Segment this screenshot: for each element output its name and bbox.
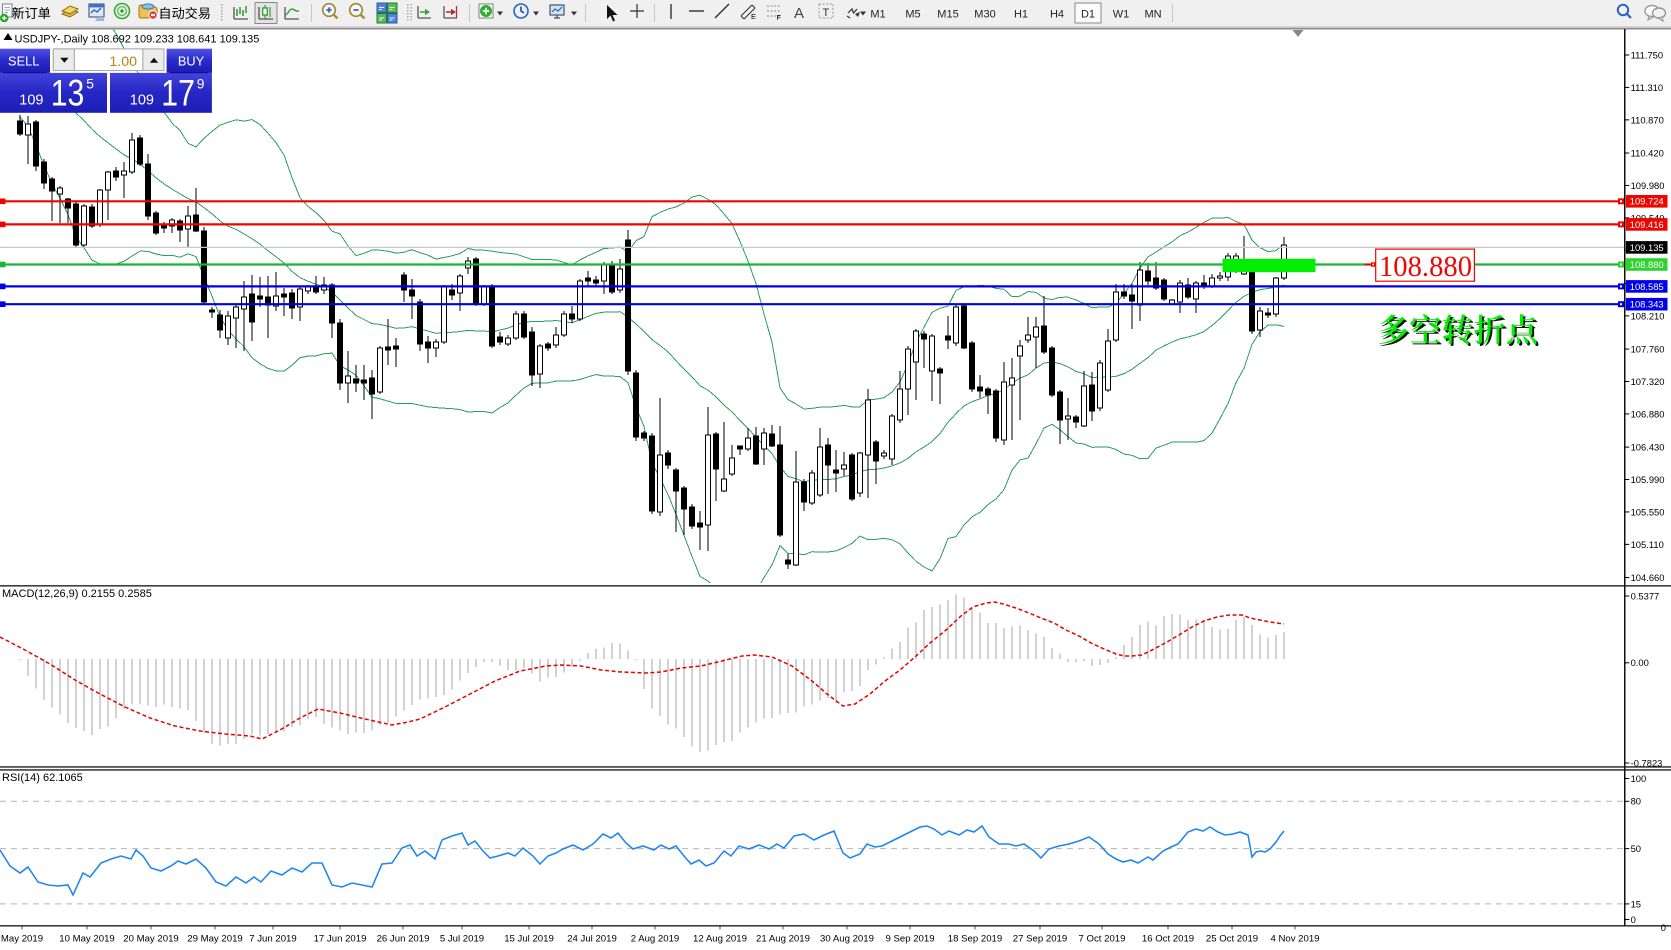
- svg-text:M15: M15: [937, 9, 958, 21]
- svg-text:18 Sep 2019: 18 Sep 2019: [948, 934, 1002, 945]
- svg-text:M30: M30: [974, 9, 995, 21]
- svg-text:21 Aug 2019: 21 Aug 2019: [756, 934, 810, 945]
- svg-text:F: F: [777, 13, 782, 22]
- svg-text:D1: D1: [1081, 9, 1095, 21]
- svg-text:17: 17: [161, 72, 195, 114]
- svg-text:5: 5: [86, 77, 94, 92]
- svg-text:108.880: 108.880: [1630, 259, 1664, 270]
- svg-text:17 Jun 2019: 17 Jun 2019: [314, 934, 367, 945]
- svg-text:111.310: 111.310: [1631, 82, 1664, 93]
- svg-text:109: 109: [130, 92, 154, 108]
- svg-text:24 Jul 2019: 24 Jul 2019: [567, 934, 617, 945]
- svg-text:9: 9: [197, 77, 205, 92]
- svg-text:MACD(12,26,9) 0.2155 0.2585: MACD(12,26,9) 0.2155 0.2585: [2, 588, 152, 600]
- svg-text:107.760: 107.760: [1631, 343, 1665, 354]
- svg-text:H4: H4: [1050, 9, 1064, 21]
- svg-text:H1: H1: [1014, 9, 1028, 21]
- svg-text:20 May 2019: 20 May 2019: [123, 934, 178, 945]
- svg-text:10 May 2019: 10 May 2019: [59, 934, 114, 945]
- svg-text:110.870: 110.870: [1631, 114, 1664, 125]
- svg-text:15: 15: [1631, 898, 1641, 909]
- svg-text:W1: W1: [1113, 9, 1130, 21]
- svg-text:RSI(14) 62.1065: RSI(14) 62.1065: [2, 772, 83, 784]
- svg-text:30 Aug 2019: 30 Aug 2019: [820, 934, 874, 945]
- svg-text:110.420: 110.420: [1631, 147, 1664, 158]
- svg-text:5 Jul 2019: 5 Jul 2019: [440, 934, 484, 945]
- svg-text:109: 109: [19, 92, 43, 108]
- svg-text:105.550: 105.550: [1631, 506, 1665, 517]
- svg-text:SELL: SELL: [8, 54, 39, 69]
- svg-text:9 Sep 2019: 9 Sep 2019: [885, 934, 934, 945]
- svg-text:105.110: 105.110: [1631, 539, 1664, 550]
- svg-text:108.880: 108.880: [1379, 250, 1472, 283]
- svg-text:0: 0: [1631, 914, 1636, 925]
- svg-text:16 Oct 2019: 16 Oct 2019: [1142, 934, 1194, 945]
- svg-text:109.416: 109.416: [1630, 219, 1664, 230]
- svg-text:7 Jun 2019: 7 Jun 2019: [249, 934, 296, 945]
- svg-text:80: 80: [1631, 796, 1641, 807]
- svg-text:27 Sep 2019: 27 Sep 2019: [1013, 934, 1067, 945]
- svg-text:29 May 2019: 29 May 2019: [187, 934, 242, 945]
- svg-text:13: 13: [51, 72, 85, 114]
- svg-text:T: T: [823, 7, 830, 19]
- svg-text:E: E: [751, 12, 756, 21]
- svg-text:0.5377: 0.5377: [1631, 590, 1660, 601]
- svg-text:4 Nov 2019: 4 Nov 2019: [1270, 934, 1319, 945]
- svg-text:A: A: [794, 5, 804, 22]
- svg-text:25 Oct 2019: 25 Oct 2019: [1206, 934, 1258, 945]
- svg-text:15 Jul 2019: 15 Jul 2019: [504, 934, 554, 945]
- svg-text:M1: M1: [870, 9, 885, 21]
- svg-text:109.540: 109.540: [1631, 212, 1665, 223]
- svg-text:105.990: 105.990: [1631, 474, 1665, 485]
- svg-text:106.880: 106.880: [1631, 408, 1665, 419]
- svg-text:0.00: 0.00: [1631, 657, 1649, 668]
- svg-text:108.343: 108.343: [1630, 299, 1664, 310]
- svg-text:7 Oct 2019: 7 Oct 2019: [1079, 934, 1126, 945]
- svg-text:109.135: 109.135: [1630, 242, 1664, 253]
- svg-text:M5: M5: [905, 9, 920, 21]
- svg-text:12 Aug 2019: 12 Aug 2019: [693, 934, 747, 945]
- svg-text:MN: MN: [1144, 9, 1161, 21]
- svg-text:1.00: 1.00: [109, 54, 137, 70]
- svg-text:111.750: 111.750: [1631, 49, 1664, 60]
- svg-text:0: 0: [1661, 922, 1666, 933]
- svg-text:USDJPY-,Daily 108.692 109.233: USDJPY-,Daily 108.692 109.233 108.641 10…: [15, 33, 260, 45]
- svg-text:BUY: BUY: [178, 54, 205, 69]
- svg-text:50: 50: [1631, 843, 1641, 854]
- svg-text:108.585: 108.585: [1630, 281, 1664, 292]
- svg-text:107.320: 107.320: [1631, 376, 1665, 387]
- svg-text:108.210: 108.210: [1631, 310, 1665, 321]
- svg-text:109.724: 109.724: [1630, 196, 1664, 207]
- svg-text:104.660: 104.660: [1631, 572, 1665, 583]
- svg-text:26 Jun 2019: 26 Jun 2019: [377, 934, 430, 945]
- svg-text:106.430: 106.430: [1631, 441, 1665, 452]
- svg-text:109.980: 109.980: [1631, 180, 1665, 191]
- svg-text:2 Aug 2019: 2 Aug 2019: [631, 934, 680, 945]
- svg-text:100: 100: [1631, 773, 1647, 784]
- svg-text:May 2019: May 2019: [1, 934, 43, 945]
- svg-text:-0.7823: -0.7823: [1631, 757, 1663, 768]
